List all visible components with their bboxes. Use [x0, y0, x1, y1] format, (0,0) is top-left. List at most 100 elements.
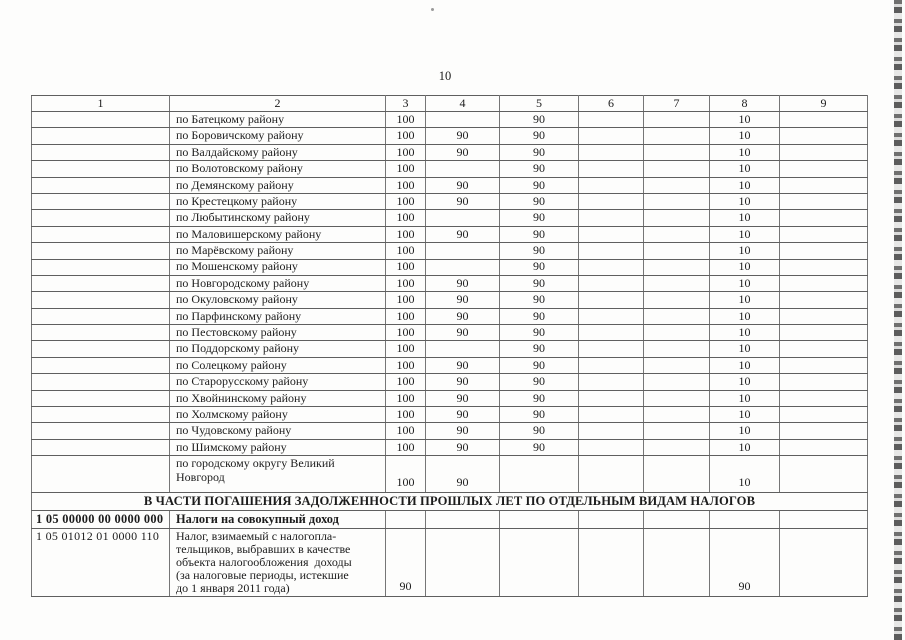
value-cell: 10 [709, 455, 780, 494]
empty-cell [779, 422, 868, 440]
page-number: 10 [438, 69, 452, 83]
value-cell: 10 [709, 307, 780, 326]
empty-cell [779, 373, 868, 391]
empty-cell [643, 127, 710, 145]
value-cell: 90 [499, 143, 579, 162]
empty-cell [779, 406, 868, 424]
district-name: по Боровичскому району [169, 127, 386, 145]
table-row: по Валдайскому району 100 90 90 10 [31, 143, 868, 162]
empty-cell [643, 340, 710, 358]
column-header: 3 [385, 95, 426, 112]
empty-cell [31, 110, 170, 129]
value-cell: 100 [385, 340, 426, 358]
empty-cell [31, 176, 170, 194]
empty-cell [31, 225, 170, 244]
empty-cell [578, 160, 644, 178]
table-row: по Мошенскому району 100 90 10 [31, 258, 868, 276]
empty-cell [643, 422, 710, 440]
empty-cell [578, 110, 644, 129]
section-header-row: В ЧАСТИ ПОГАШЕНИЯ ЗАДОЛЖЕННОСТИ ПРОШЛЫХ … [31, 492, 868, 512]
empty-cell [779, 324, 868, 342]
value-cell: 10 [709, 110, 780, 129]
empty-cell [779, 340, 868, 358]
value-cell: 90 [499, 291, 579, 309]
empty-cell [643, 192, 710, 211]
value-cell: 100 [385, 110, 426, 129]
value-cell: 100 [385, 225, 426, 244]
empty-cell [643, 160, 710, 178]
table-row: по Батецкому району 100 90 10 [31, 110, 868, 129]
value-cell: 10 [709, 143, 780, 162]
empty-cell [578, 340, 644, 358]
empty-cell [779, 160, 868, 178]
value-cell: 100 [385, 160, 426, 178]
empty-cell [578, 389, 644, 408]
empty-cell [425, 242, 500, 260]
table-row: по Поддорскому району 100 90 10 [31, 340, 868, 358]
value-cell: 10 [709, 438, 780, 457]
empty-cell [31, 192, 170, 211]
empty-cell [643, 242, 710, 260]
code-cell: 1 05 01012 01 0000 110 [31, 528, 170, 598]
district-name: по Демянскому району [169, 176, 386, 194]
table-row: по Пестовскому району 100 90 90 10 [31, 324, 868, 342]
empty-cell [779, 356, 868, 375]
district-name: по Чудовскому району [169, 422, 386, 440]
empty-cell [578, 528, 644, 598]
value-cell: 90 [499, 274, 579, 293]
value-cell: 100 [385, 209, 426, 227]
empty-cell [779, 110, 868, 129]
empty-cell [425, 209, 500, 227]
empty-cell [779, 127, 868, 145]
table-row: по городскому округу Великий Новгород 10… [31, 455, 868, 494]
empty-cell [31, 438, 170, 457]
empty-cell [31, 340, 170, 358]
value-cell: 90 [499, 356, 579, 375]
value-cell: 90 [425, 307, 500, 326]
value-cell: 90 [425, 291, 500, 309]
district-name: по Окуловскому району [169, 291, 386, 309]
district-name: по Любытинскому району [169, 209, 386, 227]
scan-dot-artifact [431, 8, 434, 11]
value-cell: 100 [385, 258, 426, 276]
table-row: по Маловишерскому району 100 90 90 10 [31, 225, 868, 244]
value-cell: 90 [499, 192, 579, 211]
value-cell: 100 [385, 307, 426, 326]
empty-cell [31, 307, 170, 326]
empty-cell [779, 438, 868, 457]
value-cell: 10 [709, 389, 780, 408]
value-cell: 90 [499, 258, 579, 276]
empty-cell [643, 324, 710, 342]
value-cell: 100 [385, 176, 426, 194]
table-row: по Хвойнинскому району 100 90 90 10 [31, 389, 868, 408]
empty-cell [779, 242, 868, 260]
empty-cell [578, 422, 644, 440]
value-cell: 90 [499, 324, 579, 342]
column-header: 7 [643, 95, 710, 112]
district-name: по Батецкому району [169, 110, 386, 129]
table-row: по Чудовскому району 100 90 90 10 [31, 422, 868, 440]
district-name: по Волотовскому району [169, 160, 386, 178]
table-row: по Марёвскому району 100 90 10 [31, 242, 868, 260]
value-cell: 100 [385, 422, 426, 440]
empty-cell [779, 143, 868, 162]
value-cell: 100 [385, 274, 426, 293]
empty-cell [31, 389, 170, 408]
empty-cell [31, 422, 170, 440]
empty-cell [31, 455, 170, 494]
empty-cell [779, 258, 868, 276]
column-header: 9 [779, 95, 868, 112]
table-row: по Старорусскому району 100 90 90 10 [31, 373, 868, 391]
column-header: 2 [169, 95, 386, 112]
empty-cell [31, 373, 170, 391]
value-cell: 90 [499, 110, 579, 129]
value-cell: 90 [425, 438, 500, 457]
value-cell: 10 [709, 127, 780, 145]
table-row: по Холмскому району 100 90 90 10 [31, 406, 868, 424]
district-name: по Пестовскому району [169, 324, 386, 342]
district-name: по Парфинскому району [169, 307, 386, 326]
district-name: по Солецкому району [169, 356, 386, 375]
district-name: по Мошенскому району [169, 258, 386, 276]
value-cell: 100 [385, 389, 426, 408]
